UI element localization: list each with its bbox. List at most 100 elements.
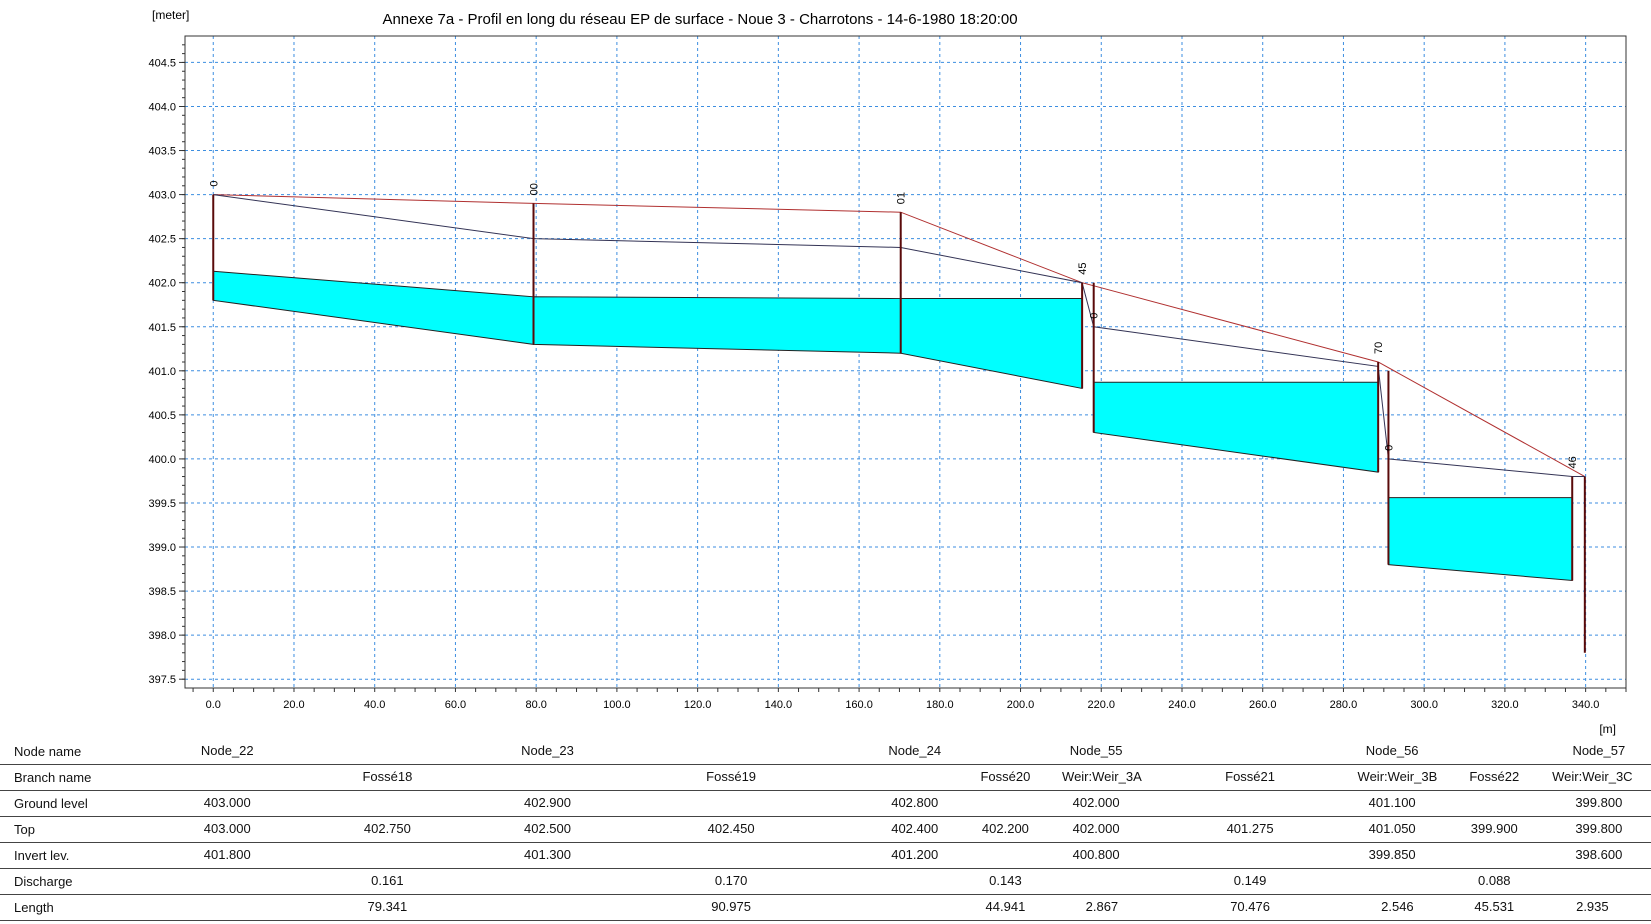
chart-title: Annexe 7a - Profil en long du réseau EP … xyxy=(382,11,1017,28)
table-cell: Node_23 xyxy=(521,743,574,758)
table-cell: 2.867 xyxy=(1085,899,1119,914)
x-tick-label: 180.0 xyxy=(926,699,954,711)
y-tick-label: 401.5 xyxy=(148,322,176,334)
table-cell: 399.800 xyxy=(1575,821,1623,836)
row-values: Node_22 Node_23 Node_24 Node_55 Node_56 Node_… xyxy=(184,739,1651,765)
y-tick-label: 402.0 xyxy=(148,278,176,290)
table-cell: Node_56 xyxy=(1365,743,1419,758)
x-tick-label: 200.0 xyxy=(1007,699,1035,711)
water-areas xyxy=(212,270,1573,582)
water-area xyxy=(900,298,1083,390)
table-row: Node name Node_22 Node_23 Node_24 Node_55 Nod… xyxy=(0,739,1651,765)
table-cell: Fossé22 xyxy=(1469,769,1520,784)
x-tick-label: 160.0 xyxy=(845,699,873,711)
table-cell: 402.900 xyxy=(524,795,571,810)
x-tick-label: 340.0 xyxy=(1572,699,1600,711)
table-row: Invert lev. 401.800 401.300 401.200 400.800 3… xyxy=(0,842,1651,869)
profile-data-table: Node name Node_22 Node_23 Node_24 Node_55 Nod… xyxy=(0,739,1651,921)
node-marker-label: 01 xyxy=(896,192,908,204)
node-marker-label: 0 xyxy=(1089,313,1101,319)
row-label: Ground level xyxy=(0,790,184,817)
y-tick-label: 400.0 xyxy=(148,454,176,466)
table-cell: 398.600 xyxy=(1575,847,1623,862)
y-tick-label: 401.0 xyxy=(148,366,176,378)
x-tick-label: 220.0 xyxy=(1088,699,1116,711)
table-cell: 45.531 xyxy=(1474,899,1515,914)
grid xyxy=(185,36,1626,688)
row-label: Top xyxy=(0,816,184,843)
x-tick-label: 300.0 xyxy=(1410,699,1438,711)
table-cell: 399.800 xyxy=(1575,795,1623,810)
row-values: 79.341 90.975 44.941 2.867 70.476 2.546 45.531… xyxy=(184,894,1651,921)
table-cell: 402.400 xyxy=(891,821,939,836)
y-tick-label: 404.0 xyxy=(148,101,176,113)
row-label: Discharge xyxy=(0,868,184,895)
node-marker-label: 0 xyxy=(208,180,220,186)
table-cell: Node_57 xyxy=(1572,743,1626,758)
ground-level-line xyxy=(213,194,1586,477)
row-label: Branch name xyxy=(0,764,184,791)
x-tick-label: 100.0 xyxy=(603,699,631,711)
table-cell: 401.300 xyxy=(524,847,571,862)
table-cell: 401.275 xyxy=(1226,821,1274,836)
node-marker-label: 70 xyxy=(1373,342,1385,354)
y-tick-label: 398.5 xyxy=(148,586,176,598)
y-tick-label: 402.5 xyxy=(148,234,176,246)
x-tick-label: 320.0 xyxy=(1491,699,1519,711)
row-label: Node name xyxy=(0,739,184,765)
row-label: Length xyxy=(0,894,184,921)
x-tick-label: 0.0 xyxy=(206,699,221,711)
table-cell: 79.341 xyxy=(367,899,408,914)
y-tick-label: 403.0 xyxy=(148,190,176,202)
table-cell: 0.088 xyxy=(1478,873,1511,888)
table-row: Top 403.000 402.750 402.500 402.450 402.400 40… xyxy=(0,816,1651,843)
x-tick-label: 20.0 xyxy=(283,699,304,711)
table-cell: Weir:Weir_3A xyxy=(1062,769,1142,784)
table-cell: 70.476 xyxy=(1230,899,1270,914)
x-tick-label: 40.0 xyxy=(364,699,385,711)
table-row: Branch name Fossé18 Fossé19 Fossé20 Weir:Wei… xyxy=(0,764,1651,791)
y-axis-unit: [meter] xyxy=(152,8,189,22)
table-cell: Fossé19 xyxy=(706,769,757,784)
table-cell: 2.935 xyxy=(1576,899,1609,914)
y-tick-label: 403.5 xyxy=(148,146,176,158)
table-cell: 402.750 xyxy=(363,821,411,836)
water-area xyxy=(533,296,902,354)
row-values: 0.161 0.170 0.143 0.149 0.088 xyxy=(184,868,1651,895)
water-area xyxy=(1387,497,1573,582)
y-tick-label: 404.5 xyxy=(148,57,176,69)
table-cell: Fossé20 xyxy=(980,769,1031,784)
table-cell: 402.200 xyxy=(981,821,1029,836)
y-tick-label: 398.0 xyxy=(148,630,176,642)
node-marker-label: 45 xyxy=(1077,262,1089,274)
plot-frame xyxy=(184,35,1627,689)
table-cell: 402.000 xyxy=(1072,795,1120,810)
x-tick-label: 260.0 xyxy=(1249,699,1277,711)
table-cell: 399.900 xyxy=(1470,821,1518,836)
table-cell: 403.000 xyxy=(203,821,251,836)
table-cell: 90.975 xyxy=(711,899,751,914)
table-cell: 402.000 xyxy=(1072,821,1120,836)
table-cell: 400.800 xyxy=(1072,847,1120,862)
table-row: Length 79.341 90.975 44.941 2.867 70.476 2.546… xyxy=(0,894,1651,921)
x-tick-label: 120.0 xyxy=(684,699,712,711)
table-cell: Fossé21 xyxy=(1225,769,1276,784)
table-cell: 0.143 xyxy=(989,873,1022,888)
table-cell: Weir:Weir_3C xyxy=(1552,769,1633,784)
table-cell: 402.500 xyxy=(524,821,571,836)
axes: 0.0 20.0 40.0 60.0 80.0 100.0 120.0 140.0 160.0 1… xyxy=(148,35,1627,711)
table-cell: 402.450 xyxy=(707,821,755,836)
table-cell: 402.800 xyxy=(891,795,939,810)
table-cell: 399.850 xyxy=(1368,847,1416,862)
table-cell: 0.161 xyxy=(371,873,404,888)
y-tick-label: 399.5 xyxy=(148,498,176,510)
node-marker-label: 00 xyxy=(529,183,541,195)
row-label: Invert lev. xyxy=(0,842,184,869)
y-tick-label: 399.0 xyxy=(148,542,176,554)
table-cell: Node_55 xyxy=(1069,743,1123,758)
x-tick-label: 280.0 xyxy=(1330,699,1358,711)
table-cell: Fossé18 xyxy=(362,769,413,784)
table-cell: 401.200 xyxy=(891,847,939,862)
y-tick-label: 397.5 xyxy=(148,674,176,686)
table-cell: 401.100 xyxy=(1368,795,1416,810)
